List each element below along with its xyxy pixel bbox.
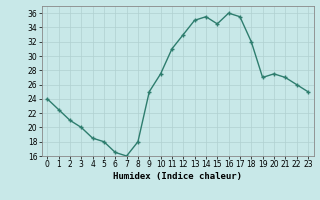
X-axis label: Humidex (Indice chaleur): Humidex (Indice chaleur) bbox=[113, 172, 242, 181]
